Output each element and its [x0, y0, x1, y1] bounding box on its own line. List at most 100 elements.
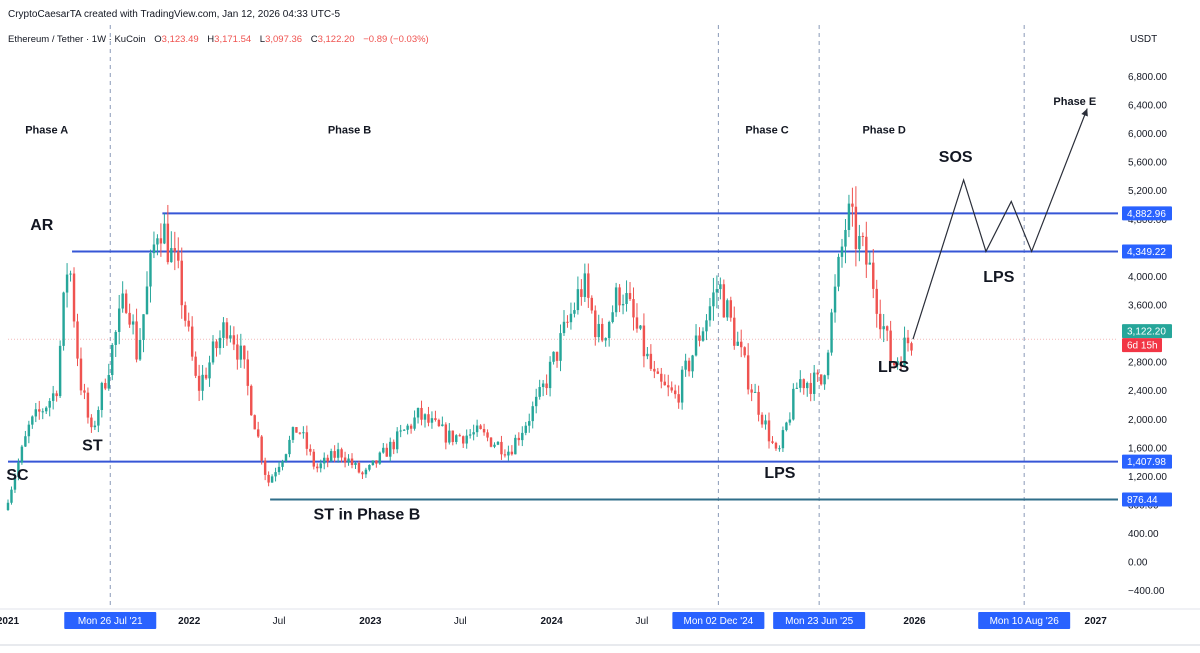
candle-body	[236, 344, 239, 360]
candle-body	[868, 262, 872, 265]
candle-body	[402, 429, 406, 431]
x-tick-label: 2023	[359, 616, 382, 627]
candle-body	[441, 424, 444, 427]
candle-body	[24, 436, 27, 447]
candle-body	[611, 312, 614, 323]
candle-body	[545, 383, 548, 389]
candle-body	[389, 441, 392, 457]
candle-body	[729, 300, 733, 318]
candle-body	[27, 424, 31, 437]
price-level-tag-label: 4,349.22	[1127, 247, 1166, 258]
candle-body	[382, 447, 385, 453]
candle-body	[93, 425, 97, 428]
candle-body	[302, 432, 305, 434]
candle-body	[496, 441, 500, 445]
candle-body	[861, 236, 865, 238]
candle-body	[267, 474, 270, 483]
candle-body	[190, 326, 194, 357]
candle-body	[263, 460, 267, 475]
candle-body	[371, 460, 375, 465]
y-tick-label: 6,000.00	[1128, 129, 1167, 140]
candle-body	[184, 305, 187, 321]
candle-body	[111, 344, 114, 376]
candle-body	[719, 284, 722, 290]
date-tag	[64, 612, 157, 629]
candle-body	[451, 430, 455, 442]
y-tick-label: 4,000.00	[1128, 272, 1167, 283]
candle-body	[684, 360, 687, 370]
candle-body	[597, 323, 600, 338]
candle-body	[785, 422, 788, 431]
candle-body	[573, 310, 576, 314]
candle-body	[646, 353, 649, 357]
candle-body	[256, 429, 260, 437]
candle-body	[222, 322, 225, 338]
candle-body	[566, 321, 569, 323]
ohlc-change: −0.89 (−0.03%)	[363, 34, 429, 45]
candle-body	[479, 425, 482, 430]
candle-body	[409, 425, 413, 429]
candle-body	[83, 390, 86, 393]
candle-body	[399, 430, 402, 432]
candle-body	[288, 439, 291, 455]
candle-body	[812, 372, 816, 394]
candle-body	[329, 451, 333, 462]
candle-body	[229, 335, 232, 339]
x-tick-label: 2021	[0, 616, 20, 627]
candle-body	[250, 385, 253, 416]
candle-body	[746, 355, 750, 390]
current-price-tag-label: 3,122.20	[1127, 327, 1166, 338]
candle-body	[899, 361, 903, 367]
candle-body	[45, 407, 48, 412]
candle-body	[507, 451, 510, 456]
date-tag-label: Mon 02 Dec '24	[684, 616, 754, 627]
x-tick-label: 2024	[540, 616, 563, 627]
candle-body	[354, 462, 357, 465]
candle-body	[448, 430, 451, 443]
price-level-tag-label: 1,407.98	[1127, 457, 1166, 468]
candle-body	[771, 441, 774, 443]
candle-body	[475, 425, 479, 433]
x-tick-label: 2027	[1085, 616, 1108, 627]
candle-body	[826, 352, 830, 376]
price-level-tag	[1122, 492, 1172, 507]
candle-body	[642, 325, 646, 357]
y-tick-label: 0.00	[1128, 558, 1148, 569]
candle-body	[649, 353, 653, 369]
candle-body	[541, 383, 545, 388]
candle-body	[816, 372, 819, 375]
candle-body	[621, 303, 625, 306]
candle-body	[128, 312, 131, 325]
ohlc-low-value: 3,097.36	[265, 34, 302, 45]
candle-body	[413, 417, 416, 429]
candle-body	[423, 414, 427, 420]
candle-body	[163, 223, 166, 244]
candle-body	[260, 436, 263, 461]
candle-body	[837, 256, 840, 287]
candle-body	[840, 246, 844, 257]
event-label: LPS	[764, 465, 795, 482]
x-tick-label: Jul	[454, 616, 467, 627]
candle-body	[465, 435, 468, 444]
candle-body	[86, 392, 90, 418]
candle-body	[587, 273, 590, 298]
y-tick-label: 2,400.00	[1128, 386, 1167, 397]
candle-body	[343, 457, 347, 463]
candle-body	[739, 341, 743, 348]
candle-body	[726, 300, 729, 318]
y-tick-label: 6,400.00	[1128, 101, 1167, 112]
candle-body	[482, 429, 486, 433]
candle-body	[76, 321, 79, 359]
candle-body	[639, 325, 642, 329]
candle-body	[722, 284, 726, 318]
candle-body	[708, 306, 712, 321]
date-tag-label: Mon 23 Jun '25	[785, 616, 854, 627]
candle-body	[152, 244, 156, 254]
candle-body	[625, 293, 628, 304]
candle-body	[295, 427, 298, 433]
candle-body	[802, 379, 805, 389]
event-label: AR	[30, 217, 54, 234]
phase-label: Phase A	[25, 125, 68, 137]
candle-body	[806, 382, 809, 389]
candle-body	[455, 435, 458, 442]
